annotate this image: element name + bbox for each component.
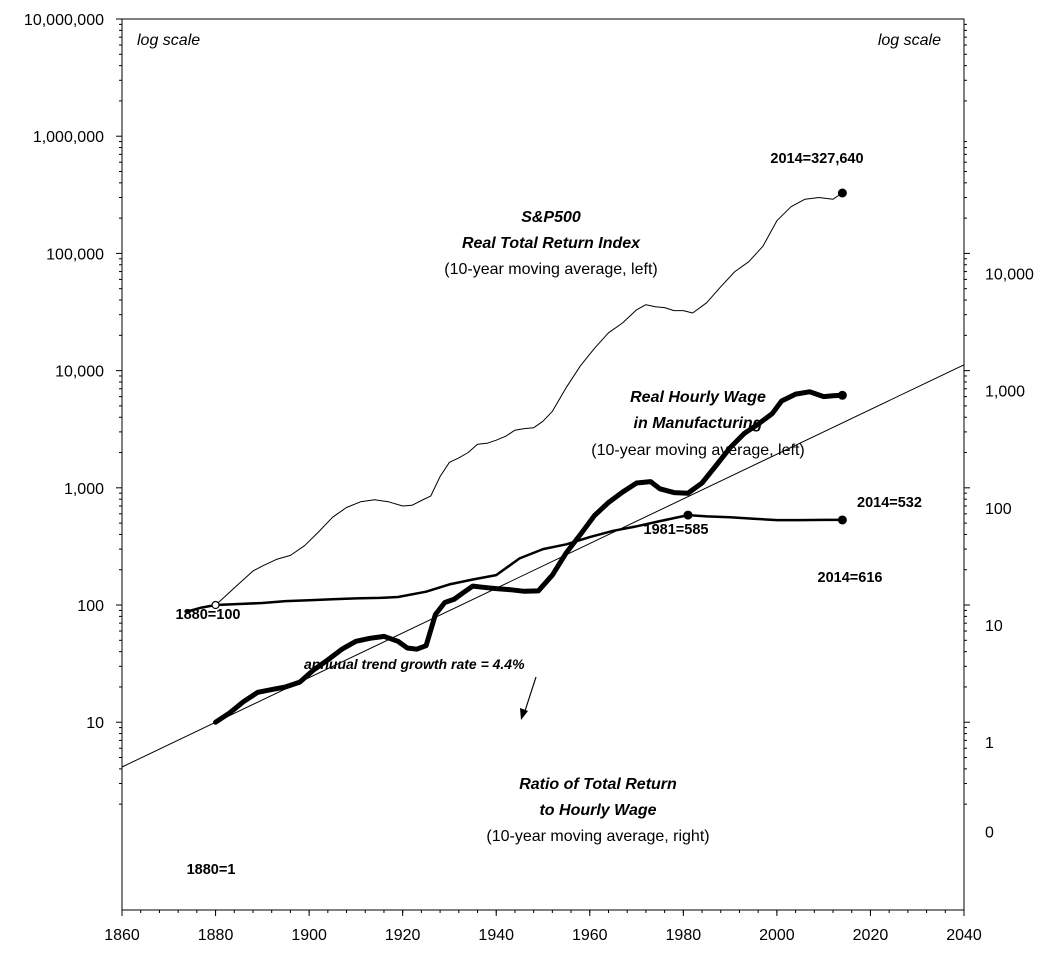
wage-end-value-label: 2014=532 xyxy=(857,495,922,511)
y-right-tick-label: 100 xyxy=(985,501,1012,518)
wage-peak-label: 1981=585 xyxy=(644,522,709,538)
y-right-tick-label: 10,000 xyxy=(985,266,1034,283)
sp-series-title-2: Real Total Return Index xyxy=(462,235,641,252)
trend-line xyxy=(121,364,965,768)
manufacturing-wage-line xyxy=(186,513,844,613)
start-1-label: 1880=1 xyxy=(187,862,236,878)
series-group xyxy=(121,188,965,768)
sp500-total-return-line xyxy=(187,192,843,612)
y-left-tick-label: 1,000,000 xyxy=(33,129,104,146)
trend-growth-label: annuual trend growth rate = 4.4% xyxy=(304,656,525,672)
x-tick-label: 1900 xyxy=(291,927,327,944)
y-left-tick-label: 10 xyxy=(86,715,104,732)
x-tick-label: 2020 xyxy=(853,927,889,944)
wage-series-subtitle: (10-year moving average, left) xyxy=(591,442,804,459)
y-left-tick-label: 1,000 xyxy=(64,481,104,498)
sp500-end-marker xyxy=(837,188,847,198)
wage-series-title-2: in Manufacturing xyxy=(634,415,763,432)
y-right-tick-label: 1,000 xyxy=(985,384,1025,401)
log-scale-right-label: log scale xyxy=(878,32,941,49)
y-right-tick-label: 0 xyxy=(985,824,994,841)
ratio-series-title-2: to Hourly Wage xyxy=(539,802,656,819)
x-tick-label: 2040 xyxy=(946,927,982,944)
x-tick-label: 1880 xyxy=(198,927,234,944)
start-100-marker xyxy=(211,600,220,610)
wage-series-title-1: Real Hourly Wage xyxy=(630,389,766,406)
x-tick-label: 1920 xyxy=(385,927,421,944)
wage-peak-marker xyxy=(683,510,693,520)
y-right-tick-label: 10 xyxy=(985,618,1003,635)
axes-group: 1860 1880 1900 1920 1940 1960 1980 2000 2020 2040… xyxy=(24,12,1034,944)
x-tick-label: 1940 xyxy=(478,927,514,944)
trend-label-arrowhead xyxy=(520,708,528,720)
plot-area-frame xyxy=(121,18,965,911)
y-left-tick-label: 10,000,000 xyxy=(24,12,104,29)
x-tick-label: 1860 xyxy=(104,927,140,944)
wage-end-marker xyxy=(837,515,847,525)
annotations-group: log scale log scale S&P500 Real Total Re… xyxy=(137,32,941,878)
log-scale-left-label: log scale xyxy=(137,32,200,49)
y-left-tick-label: 10,000 xyxy=(55,364,104,381)
x-tick-label: 2000 xyxy=(759,927,795,944)
y-right-tick-label: 1 xyxy=(985,735,994,752)
sp-series-subtitle: (10-year moving average, left) xyxy=(444,261,657,278)
y-left-tick-label: 100 xyxy=(77,598,104,615)
start-100-label: 1880=100 xyxy=(176,607,241,623)
ratio-end-value-label: 2014=616 xyxy=(818,570,883,586)
x-tick-label: 1980 xyxy=(666,927,702,944)
trend-label-arrow-line xyxy=(523,676,537,715)
return-wage-ratio-line xyxy=(213,389,845,725)
sp-series-title-1: S&P500 xyxy=(521,209,581,226)
ratio-end-marker xyxy=(837,390,847,400)
y-left-tick-label: 100,000 xyxy=(46,246,104,263)
x-tick-label: 1960 xyxy=(572,927,608,944)
ratio-series-title-1: Ratio of Total Return xyxy=(519,776,677,793)
ratio-series-subtitle: (10-year moving average, right) xyxy=(486,828,709,845)
sp-end-value-label: 2014=327,640 xyxy=(770,151,863,167)
